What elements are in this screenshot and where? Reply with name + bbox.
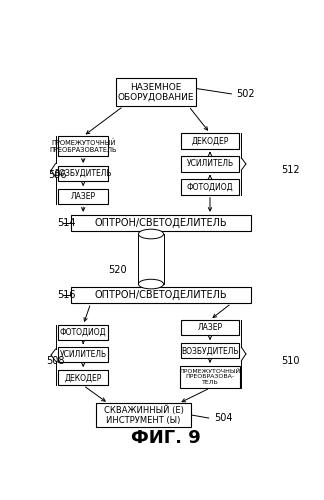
Text: 514: 514 <box>58 218 76 228</box>
Text: СКВАЖИННЫЙ (Е)
ИНСТРУМЕНТ (Ы): СКВАЖИННЫЙ (Е) ИНСТРУМЕНТ (Ы) <box>103 405 183 425</box>
Text: УСИЛИТЕЛЬ: УСИЛИТЕЛЬ <box>60 350 107 359</box>
FancyBboxPatch shape <box>181 133 239 148</box>
Text: ВОЗБУДИТЕЛЬ: ВОЗБУДИТЕЛЬ <box>181 346 239 355</box>
FancyBboxPatch shape <box>58 189 108 204</box>
Text: 508: 508 <box>46 356 64 366</box>
FancyBboxPatch shape <box>58 136 108 156</box>
FancyBboxPatch shape <box>181 180 239 194</box>
Text: 504: 504 <box>214 413 232 423</box>
Text: ПРОМЕЖУТОЧНЫЙ
ПРЕОБРАЗОВАТЕЛЬ: ПРОМЕЖУТОЧНЫЙ ПРЕОБРАЗОВАТЕЛЬ <box>50 140 117 153</box>
Text: ФОТОДИОД: ФОТОДИОД <box>187 182 233 192</box>
FancyBboxPatch shape <box>58 347 108 362</box>
Text: 516: 516 <box>58 290 76 300</box>
FancyBboxPatch shape <box>71 287 251 304</box>
FancyBboxPatch shape <box>96 404 191 426</box>
Text: 502: 502 <box>237 89 255 99</box>
Text: УСИЛИТЕЛЬ: УСИЛИТЕЛЬ <box>186 160 234 168</box>
Text: 512: 512 <box>282 164 300 174</box>
Text: ПРОМЕЖУТОЧНЫЙ
ПРЕОБРАЗОВА-
ТЕЛЬ: ПРОМЕЖУТОЧНЫЙ ПРЕОБРАЗОВА- ТЕЛЬ <box>179 368 240 385</box>
Text: ДЕКОДЕР: ДЕКОДЕР <box>191 136 229 145</box>
Text: ВОЗБУДИТЕЛЬ: ВОЗБУДИТЕЛЬ <box>54 169 112 178</box>
Text: ФОТОДИОД: ФОТОДИОД <box>60 328 107 337</box>
Text: ЛАЗЕР: ЛАЗЕР <box>71 192 96 201</box>
FancyBboxPatch shape <box>71 215 251 231</box>
FancyBboxPatch shape <box>58 325 108 340</box>
FancyBboxPatch shape <box>181 156 239 172</box>
FancyBboxPatch shape <box>116 78 196 106</box>
Text: 510: 510 <box>282 356 300 366</box>
Ellipse shape <box>138 280 164 289</box>
Text: НАЗЕМНОЕ
ОБОРУДОВАНИЕ: НАЗЕМНОЕ ОБОРУДОВАНИЕ <box>118 82 194 102</box>
Text: ОПТРОН/СВЕТОДЕЛИТЕЛЬ: ОПТРОН/СВЕТОДЕЛИТЕЛЬ <box>95 290 227 300</box>
FancyBboxPatch shape <box>58 370 108 386</box>
Text: 520: 520 <box>108 265 127 275</box>
Ellipse shape <box>138 229 164 239</box>
Text: ДЕКОДЕР: ДЕКОДЕР <box>64 373 102 382</box>
Text: 506: 506 <box>48 170 66 180</box>
Text: ОПТРОН/СВЕТОДЕЛИТЕЛЬ: ОПТРОН/СВЕТОДЕЛИТЕЛЬ <box>95 218 227 228</box>
FancyBboxPatch shape <box>58 166 108 182</box>
FancyBboxPatch shape <box>180 366 240 388</box>
Text: ЛАЗЕР: ЛАЗЕР <box>197 323 223 332</box>
Text: ФИГ. 9: ФИГ. 9 <box>131 429 201 447</box>
FancyBboxPatch shape <box>181 343 239 358</box>
FancyBboxPatch shape <box>181 320 239 336</box>
